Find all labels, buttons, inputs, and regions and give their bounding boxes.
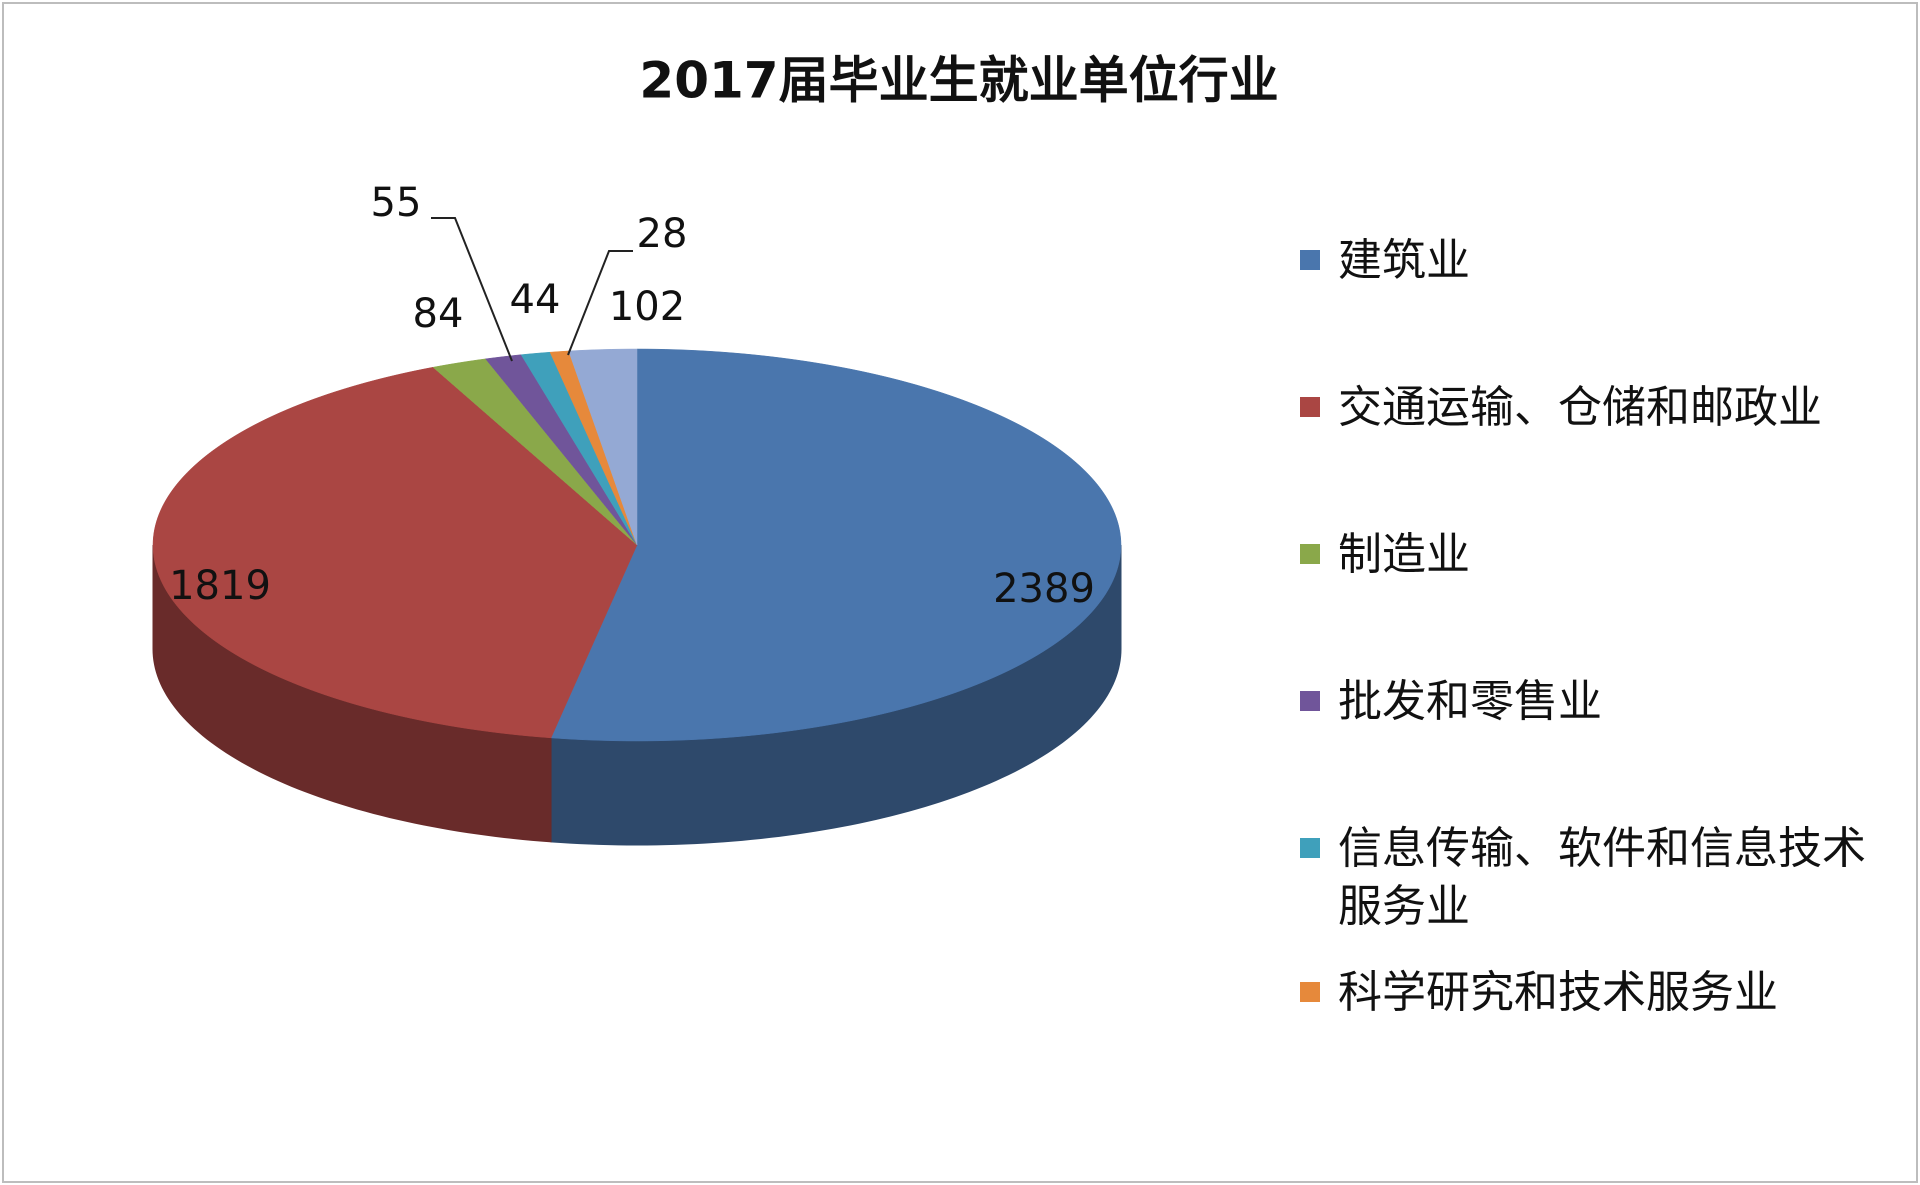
legend-label: 科学研究和技术服务业 <box>1338 967 1778 1018</box>
pie-tops <box>152 348 1122 742</box>
pie-slice <box>152 366 638 739</box>
legend-label: 信息传输、软件和信息技术服务业 <box>1338 823 1866 932</box>
legend-item: 批发和零售业 <box>1300 673 1880 731</box>
legend-item: 科学研究和技术服务业 <box>1300 964 1880 1022</box>
data-label: 102 <box>609 284 685 330</box>
legend-swatch <box>1300 982 1320 1002</box>
pie-slice <box>568 348 638 546</box>
legend-item: 制造业 <box>1300 526 1880 584</box>
legend-swatch <box>1300 838 1320 858</box>
data-label: 84 <box>413 291 464 337</box>
data-label: 2389 <box>993 566 1095 612</box>
pie-slice <box>432 358 638 546</box>
legend-swatch <box>1300 691 1320 711</box>
legend-label: 批发和零售业 <box>1338 676 1602 727</box>
data-label: 28 <box>637 211 688 257</box>
legend-label: 制造业 <box>1338 529 1470 580</box>
data-label: 55 <box>371 180 422 226</box>
data-label: 1819 <box>169 563 271 609</box>
legend-swatch <box>1300 397 1320 417</box>
pie-slice <box>550 348 1122 742</box>
legend-label: 交通运输、仓储和邮政业 <box>1338 382 1822 433</box>
legend-item: 信息传输、软件和信息技术服务业 <box>1300 820 1880 936</box>
legend-swatch <box>1300 250 1320 270</box>
legend-item: 建筑业 <box>1300 232 1880 290</box>
legend-item: 交通运输、仓储和邮政业 <box>1300 379 1880 437</box>
leader-line <box>567 250 633 356</box>
legend-label: 建筑业 <box>1338 235 1470 286</box>
chart-title: 2017届毕业生就业单位行业 <box>639 52 1278 110</box>
legend-swatch <box>1300 544 1320 564</box>
leader-line <box>431 217 513 362</box>
data-label: 44 <box>510 277 561 323</box>
